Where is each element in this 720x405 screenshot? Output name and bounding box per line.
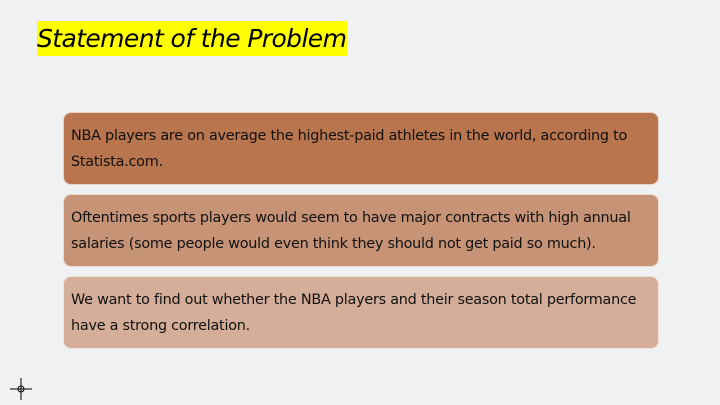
statement-box-3: We want to find out whether the NBA play…: [64, 277, 658, 348]
slide-title: Statement of the Problem: [37, 21, 348, 56]
statement-box-2: Oftentimes sports players would seem to …: [64, 195, 658, 266]
crosshair-cursor-icon: [10, 378, 32, 400]
statement-box-1: NBA players are on average the highest-p…: [64, 113, 658, 184]
